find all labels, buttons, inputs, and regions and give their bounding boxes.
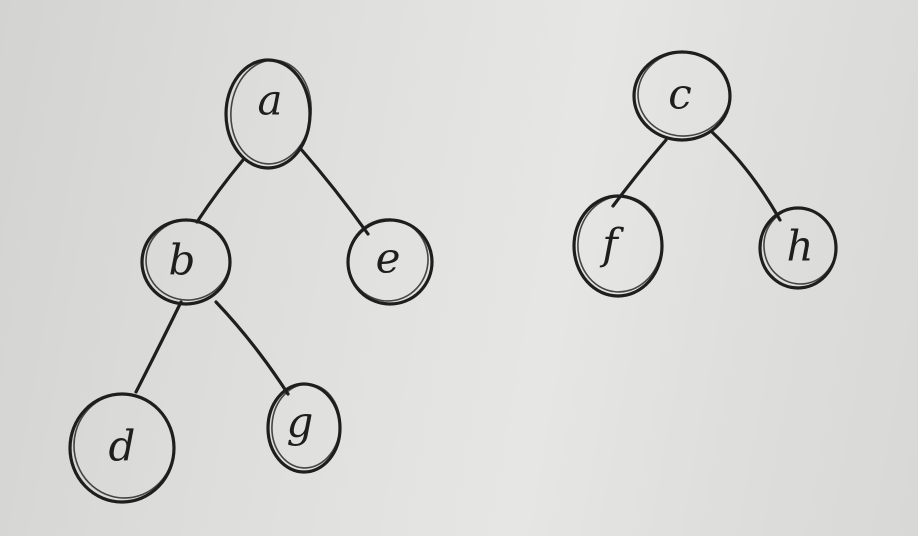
node-g-label: g xyxy=(287,398,314,447)
edge-c-h xyxy=(710,130,782,222)
node-f-label: f xyxy=(599,220,624,269)
node-d-label: d xyxy=(109,422,136,471)
node-e-label: e xyxy=(376,234,401,283)
edge-a-e xyxy=(298,146,370,236)
node-h: h xyxy=(758,206,838,290)
node-e: e xyxy=(346,218,434,306)
node-a-label: a xyxy=(257,76,282,125)
node-f: f xyxy=(572,194,664,298)
node-g: g xyxy=(266,382,342,474)
node-b: b xyxy=(140,218,232,306)
node-d: d xyxy=(68,392,176,504)
node-c-label: c xyxy=(668,70,692,119)
edge-b-g xyxy=(214,300,290,396)
node-c: c xyxy=(632,50,732,142)
node-b-label: b xyxy=(169,236,196,285)
node-h-label: h xyxy=(786,222,813,271)
node-a: a xyxy=(224,58,312,170)
edge-b-d xyxy=(134,300,183,394)
edge-c-f xyxy=(611,138,668,208)
edge-a-b xyxy=(195,158,245,224)
